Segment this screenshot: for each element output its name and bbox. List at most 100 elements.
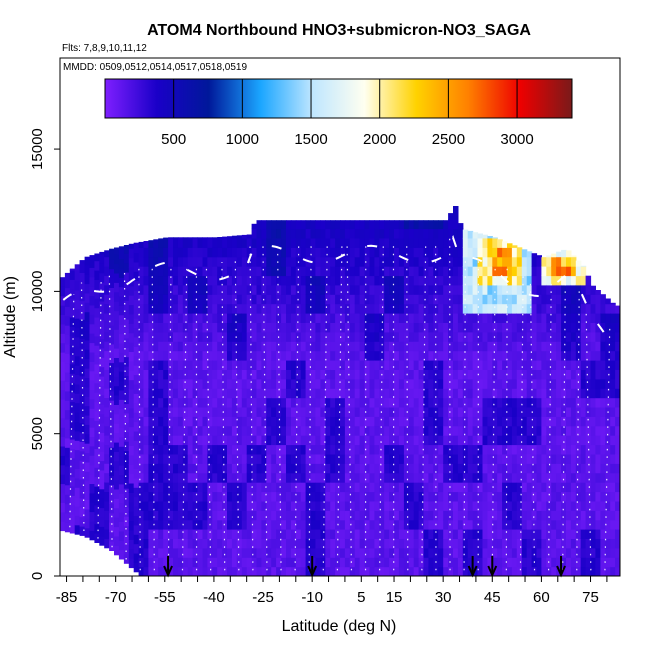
heatmap-cell — [123, 431, 130, 442]
heatmap-cell — [212, 303, 218, 314]
heatmap-cell — [428, 566, 434, 576]
heatmap-cell — [531, 444, 538, 455]
heatmap-cell — [428, 350, 434, 361]
heatmap-cell — [109, 315, 115, 326]
heatmap-cell — [487, 397, 493, 408]
heatmap-cell — [227, 275, 233, 286]
heatmap-cell — [472, 472, 479, 483]
heatmap-cell — [590, 557, 596, 568]
heatmap-cell — [335, 529, 341, 539]
heatmap-cell — [556, 266, 562, 277]
heatmap-cell — [227, 557, 233, 568]
heatmap-cell — [605, 529, 611, 539]
heatmap-cell — [462, 322, 469, 333]
heatmap-cell — [305, 220, 312, 230]
heatmap-cell — [551, 350, 557, 361]
heatmap-cell — [74, 374, 81, 385]
heatmap-cell — [320, 350, 326, 361]
heatmap-cell — [595, 397, 601, 408]
heatmap-cell — [448, 369, 454, 380]
heatmap-cell — [511, 322, 518, 333]
heatmap-cell — [384, 397, 390, 408]
heatmap-cell — [580, 406, 587, 417]
heatmap-cell — [546, 500, 552, 511]
heatmap-cell — [305, 519, 312, 530]
heatmap-cell — [148, 435, 154, 446]
heatmap-cell — [453, 444, 459, 455]
heatmap-cell — [570, 435, 577, 446]
heatmap-cell — [511, 247, 518, 258]
heatmap-cell — [354, 482, 361, 493]
heatmap-cell — [60, 370, 66, 381]
heatmap-cell — [300, 331, 307, 342]
heatmap-cell — [507, 388, 513, 399]
heatmap-cell — [413, 266, 420, 277]
heatmap-cell — [354, 538, 361, 549]
heatmap-cell — [300, 247, 307, 258]
heatmap-cell — [335, 482, 341, 493]
heatmap-cell — [305, 510, 312, 521]
heatmap-cell — [531, 256, 538, 267]
heatmap-cell — [551, 547, 557, 558]
heatmap-cell — [590, 350, 596, 361]
heatmap-cell — [580, 265, 587, 267]
heatmap-cell — [615, 435, 620, 446]
heatmap-cell — [453, 397, 459, 408]
heatmap-cell — [438, 472, 444, 483]
heatmap-cell — [561, 275, 567, 286]
heatmap-cell — [89, 286, 95, 297]
heatmap-cell — [349, 425, 356, 436]
heatmap-cell — [133, 430, 140, 441]
heatmap-cell — [590, 538, 596, 549]
heatmap-cell — [575, 416, 582, 427]
heatmap-cell — [109, 334, 115, 345]
heatmap-cell — [453, 275, 459, 286]
heatmap-cell — [570, 284, 577, 295]
heatmap-cell — [74, 402, 81, 413]
heatmap-cell — [182, 482, 189, 493]
heatmap-cell — [507, 425, 513, 436]
heatmap-cell — [251, 547, 258, 558]
flight-track-profile — [346, 245, 353, 571]
heatmap-cell — [364, 453, 371, 464]
profile-arrow-head — [556, 565, 566, 578]
heatmap-cell — [271, 538, 277, 549]
heatmap-cell — [222, 406, 228, 417]
heatmap-cell — [600, 519, 606, 530]
heatmap-cell — [89, 323, 95, 334]
heatmap-cell — [300, 220, 307, 230]
heatmap-cell — [497, 472, 503, 483]
heatmap-cell — [457, 350, 464, 361]
heatmap-cell — [118, 474, 125, 485]
heatmap-cell — [566, 463, 572, 474]
heatmap-cell — [330, 406, 336, 417]
heatmap-cell — [173, 435, 179, 446]
heatmap-cell — [359, 416, 366, 427]
heatmap-cell — [615, 529, 620, 539]
heatmap-cell — [207, 482, 213, 493]
heatmap-cell — [507, 519, 513, 530]
heatmap-cell — [408, 284, 415, 295]
heatmap-cell — [123, 319, 130, 329]
heatmap-cell — [325, 416, 331, 427]
heatmap-cell — [335, 453, 341, 464]
heatmap-cell — [516, 388, 523, 399]
heatmap-cell — [502, 322, 508, 333]
heatmap-cell — [511, 388, 518, 399]
heatmap-cell — [462, 397, 469, 408]
heatmap-cell — [369, 247, 375, 258]
heatmap-cell — [60, 502, 66, 513]
heatmap-cell — [536, 322, 542, 333]
heatmap-cell — [457, 416, 464, 427]
heatmap-cell — [60, 380, 66, 391]
heatmap-cell — [492, 256, 498, 267]
heatmap-cell — [389, 538, 395, 549]
heatmap-cell — [192, 378, 199, 389]
heatmap-cell — [330, 322, 336, 333]
heatmap-cell — [482, 547, 488, 558]
heatmap-cell — [492, 378, 498, 389]
heatmap-cell — [453, 435, 459, 446]
heatmap-cell — [104, 378, 110, 389]
heatmap-cell — [286, 360, 292, 370]
heatmap-cell — [290, 294, 297, 305]
